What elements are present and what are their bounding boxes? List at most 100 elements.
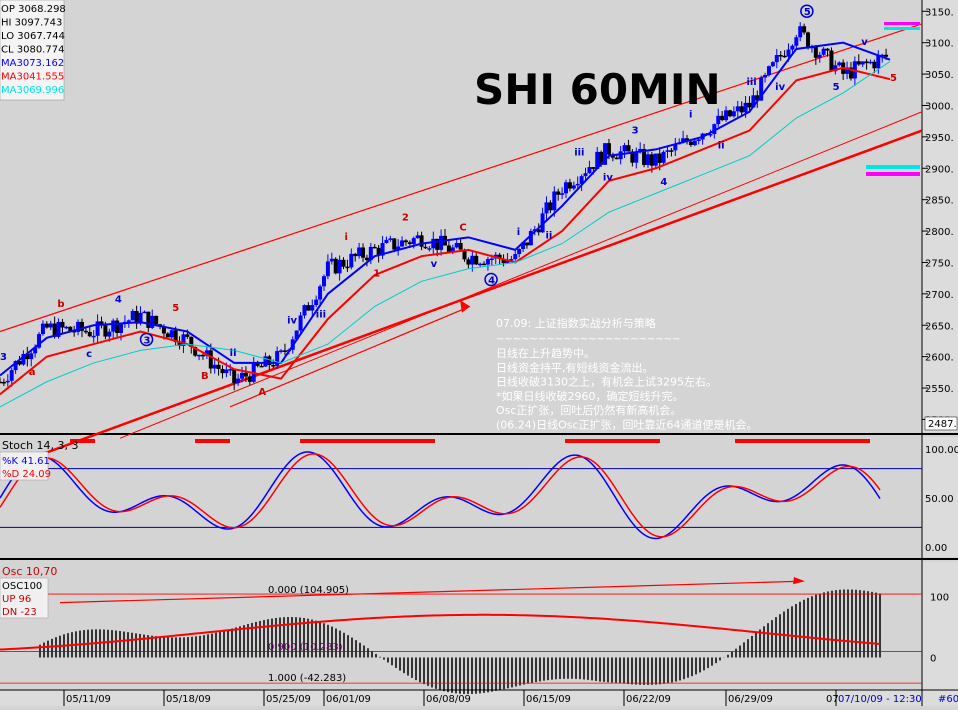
- candle-body: [431, 238, 436, 249]
- candle-body: [552, 191, 557, 211]
- candle-body: [204, 350, 209, 356]
- candle-body: [115, 320, 120, 333]
- candle-body: [770, 62, 775, 67]
- candle-body: [189, 336, 194, 347]
- commentary-line: 日线收破3130之上，有机会上试3295左右。: [496, 375, 717, 389]
- candle-body: [755, 95, 760, 101]
- candle-body: [353, 253, 358, 257]
- wave-label: 3: [0, 352, 7, 363]
- stoch-d-line: [0, 453, 881, 538]
- candle-body: [548, 202, 553, 211]
- wave-label: 1: [373, 269, 380, 280]
- candle-body: [419, 235, 424, 247]
- candle-body: [321, 276, 326, 287]
- candle-body: [294, 330, 299, 340]
- candle-body: [466, 259, 471, 265]
- stoch-plot: 100.00 50.00 0.00: [0, 439, 958, 554]
- candle-body: [798, 26, 803, 38]
- axis-marker-magenta-top: [884, 22, 920, 25]
- arrow-line: [229, 305, 471, 408]
- wave-label: A: [258, 387, 266, 398]
- corner-tag: #60: [938, 694, 958, 705]
- wave-label: 5: [804, 7, 811, 18]
- candle-body: [642, 148, 647, 165]
- candle-body: [251, 362, 256, 382]
- candle-body: [95, 321, 100, 336]
- osc-title: Osc 10,70: [2, 565, 57, 578]
- candle-body: [169, 330, 174, 338]
- arrow-head: [460, 300, 470, 313]
- wave-label: ii: [230, 348, 237, 359]
- osc-tick-label: 0: [930, 654, 936, 665]
- candle-body: [446, 245, 451, 252]
- candle-body: [407, 242, 412, 245]
- candle-body: [329, 258, 334, 262]
- candle-body: [349, 253, 354, 268]
- price-tick-label: 2700.: [925, 290, 954, 301]
- candle-body: [314, 299, 319, 306]
- candle-body: [1, 381, 6, 384]
- osc-annot-top: 0.000 (104.905): [268, 585, 349, 596]
- candle-body: [790, 45, 795, 50]
- wave-circle: [484, 272, 498, 287]
- osc-up-label: UP 96: [2, 594, 31, 605]
- wave-label: iv: [603, 172, 613, 183]
- lower-trendline: [0, 129, 923, 471]
- candle-body: [649, 154, 654, 166]
- candle-body: [224, 369, 229, 374]
- candle-body: [482, 263, 487, 266]
- candle-body: [68, 326, 73, 331]
- wave-label: iv: [287, 315, 297, 326]
- candle-body: [83, 330, 88, 333]
- candle-body: [44, 323, 49, 328]
- wave-label: 3: [144, 335, 151, 346]
- candle-body: [107, 331, 112, 337]
- candle-body: [661, 151, 666, 163]
- candle-body: [411, 238, 416, 245]
- candle-body: [243, 372, 248, 377]
- candle-body: [817, 54, 822, 58]
- candle-body: [263, 356, 268, 367]
- candle-body: [645, 154, 650, 165]
- stoch-overbought-bar: [195, 439, 230, 443]
- candle-body: [193, 346, 198, 356]
- ma-line-3: [0, 61, 891, 408]
- price-axis: 3150. 3100. 3050. 3000. 2950. 2900. 2850. 2800.…: [866, 7, 954, 426]
- wave-circle: [800, 4, 814, 18]
- candle-body: [337, 259, 342, 274]
- candle-body: [716, 115, 721, 125]
- candle-body: [681, 138, 686, 143]
- ma-line-1: [0, 41, 891, 377]
- osc-value-label: OSC100: [2, 581, 42, 592]
- candle-body: [794, 37, 799, 46]
- candle-body: [99, 321, 104, 325]
- stoch-k-label: %K 41.61: [2, 456, 50, 467]
- candle-body: [310, 305, 315, 311]
- candle-body: [380, 243, 385, 256]
- candle-body: [318, 286, 323, 300]
- candle-body: [618, 151, 623, 160]
- candle-body: [759, 77, 764, 101]
- candle-body: [9, 370, 14, 381]
- stoch-title: Stoch 14, 3, 3: [2, 439, 79, 452]
- candle-body: [146, 311, 151, 328]
- commentary-line: (06.24)日线Osc正扩张，回吐靠近64通道便是机会。: [496, 418, 758, 432]
- commentary-line: 日线在上升趋势中。: [496, 346, 595, 360]
- price-tick-label: 3050.: [925, 70, 954, 81]
- candle-body: [64, 326, 69, 329]
- candle-body: [669, 150, 674, 152]
- wave-label: iv: [775, 82, 785, 93]
- ohlc-row: LO 3067.744: [1, 31, 65, 42]
- osc-axis-panel: [922, 562, 958, 690]
- wave-label: iii: [316, 309, 326, 320]
- candle-body: [60, 321, 65, 328]
- candle-body: [126, 320, 131, 322]
- candle-body: [517, 249, 522, 255]
- osc-annot-bot: 1.000 (-42.283): [268, 673, 346, 684]
- candle-body: [361, 247, 366, 258]
- chart-title: SHI 60MIN: [474, 65, 721, 114]
- axis-marker-cyan-top: [884, 27, 920, 30]
- candle-body: [72, 330, 77, 333]
- candle-body: [521, 242, 526, 250]
- candle-body: [165, 333, 170, 338]
